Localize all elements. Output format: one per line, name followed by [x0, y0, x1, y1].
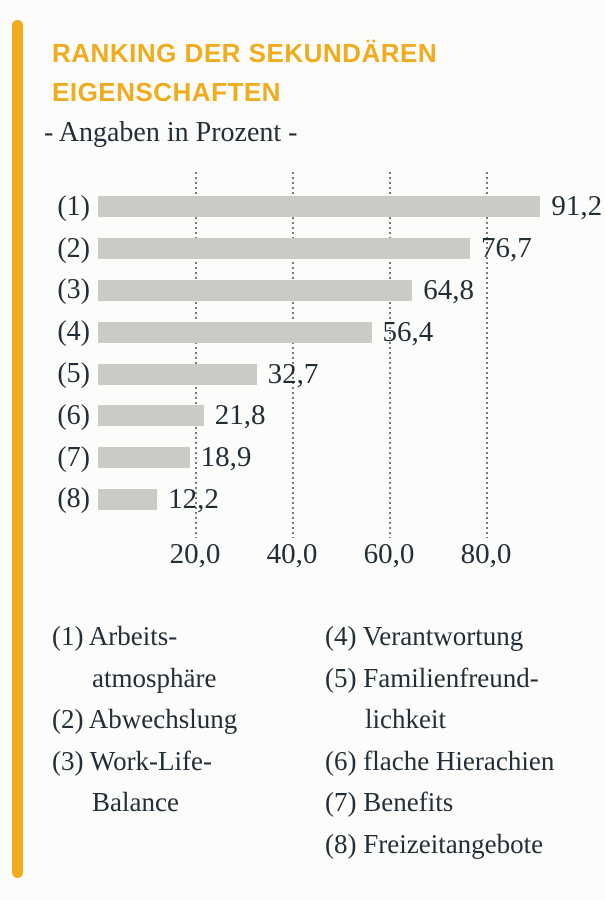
bar-category-label: (7) [57, 441, 90, 473]
page-title: RANKING DER SEKUNDÄREN EIGENSCHAFTEN [52, 38, 438, 107]
bar-row: (4) 56,4 [0, 311, 606, 353]
bar-category-label: (2) [57, 232, 90, 264]
bar [98, 238, 470, 260]
bar [98, 363, 257, 385]
bar-value-label: 32,7 [267, 357, 319, 390]
bar-category-label: (6) [57, 399, 90, 431]
legend-item: (6) flache Hierachien [325, 745, 555, 776]
bar-row: (3) 64,8 [0, 270, 606, 312]
bar-category-label: (3) [57, 274, 90, 306]
legend-item: (8) Freizeitangebote [325, 828, 544, 859]
legend-column-1: (1) Arbeits- atmosphäre (2) Abwechslung (3… [52, 616, 307, 824]
bar-value-label: 18,9 [200, 441, 252, 474]
gridline-60 [389, 172, 391, 538]
bar-row: (7) 18,9 [0, 437, 606, 479]
bar-row: (2) 76,7 [0, 228, 606, 270]
legend-item: (5) Familienfreund- lichkeit [325, 662, 539, 735]
x-axis-tick-label: 20,0 [169, 538, 221, 570]
bar [98, 321, 372, 343]
bar-value-label: 56,4 [382, 315, 434, 348]
bar [98, 196, 541, 218]
bar [98, 447, 190, 469]
gridline-40 [292, 172, 294, 538]
bar-category-label: (8) [57, 483, 90, 515]
bar-value-label: 64,8 [423, 273, 475, 306]
legend-item: (2) Abwechslung [52, 704, 238, 734]
bar-value-label: 76,7 [480, 232, 532, 265]
legend-item: (1) Arbeits- atmosphäre [52, 621, 217, 693]
gridline-20 [195, 172, 197, 538]
bar-row: (8) 12,2 [0, 479, 606, 521]
chart-subtitle: - Angaben in Prozent - [44, 117, 298, 148]
bar-value-label: 21,8 [214, 399, 266, 432]
bar [98, 279, 413, 301]
bar [98, 405, 204, 427]
accent-bar [12, 20, 23, 878]
legend-item: (4) Verantwortung [325, 621, 524, 651]
x-axis-tick-label: 40,0 [266, 538, 318, 570]
bar-chart: 20,0 40,0 60,0 80,0 (1) 91,2 (2) 76,7 (3) 64,8 (4)… [0, 170, 606, 590]
legend-item: (7) Benefits [325, 787, 454, 817]
legend-item: (3) Work-Life- Balance [52, 745, 213, 818]
bar-row: (5) 32,7 [0, 353, 606, 395]
bar [98, 488, 158, 510]
gridline-80 [486, 172, 488, 538]
bar-category-label: (1) [57, 190, 90, 222]
x-axis-tick-label: 80,0 [460, 538, 512, 570]
legend-column-2: (4) Verantwortung (5) Familienfreund- lic… [325, 616, 603, 865]
bar-value-label: 12,2 [168, 482, 219, 515]
bar-row: (6) 21,8 [0, 395, 606, 437]
bar-category-label: (4) [57, 316, 90, 348]
bar-category-label: (5) [57, 358, 90, 390]
bar-row: (1) 91,2 [0, 186, 606, 228]
bar-value-label: 91,2 [551, 190, 603, 223]
x-axis-tick-label: 60,0 [363, 538, 415, 570]
